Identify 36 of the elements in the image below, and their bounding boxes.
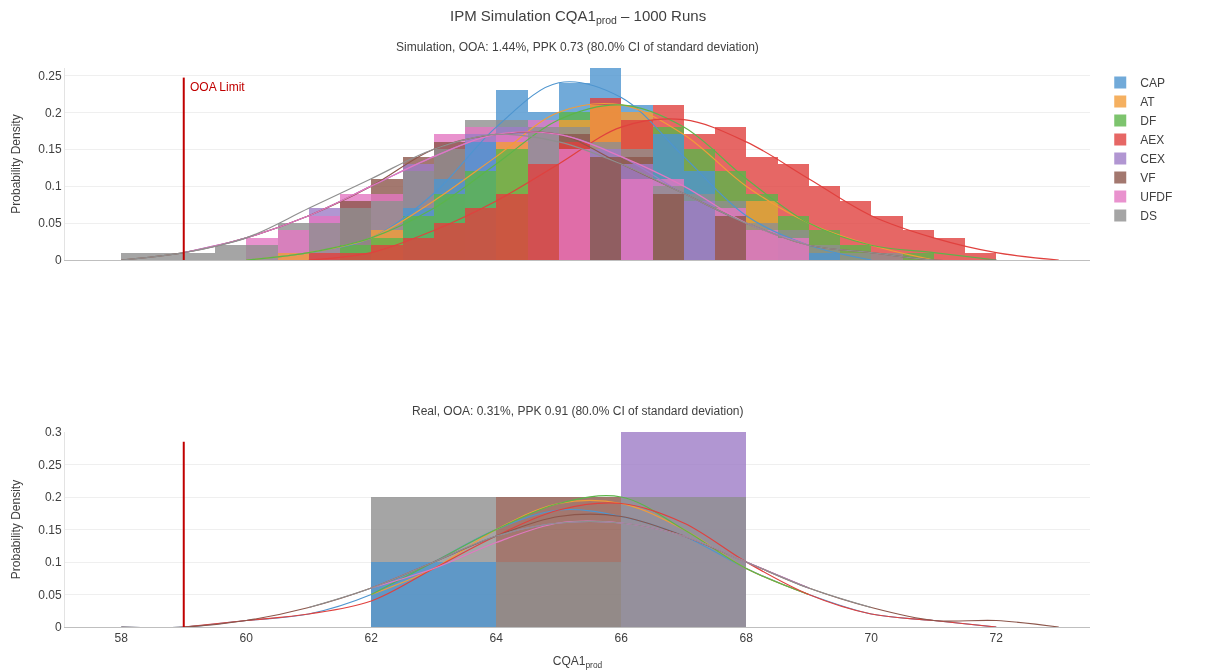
chart-title: Real, OOA: 0.31%, PPK 0.91 (80.0% CI of standard deviation) — [412, 404, 744, 418]
legend-label: AEX — [1140, 133, 1165, 148]
x-tick-label: 64 — [489, 631, 504, 646]
legend-label: UFDF — [1140, 190, 1173, 205]
chart-title: IPM Simulation CQA1$_{prod}$ – 1000 Runs — [450, 7, 707, 27]
legend-label: VF — [1140, 171, 1156, 186]
y-tick-label: 0.1 — [44, 179, 62, 194]
y-tick-label: 0.2 — [44, 105, 62, 120]
y-tick-label: 0.3 — [44, 425, 62, 440]
legend-label: CAP — [1140, 76, 1165, 91]
y-tick-label: 0.05 — [38, 587, 62, 602]
x-tick-label: 62 — [364, 631, 379, 646]
y-tick-label: 0.15 — [38, 142, 62, 157]
legend-label: CEX — [1140, 152, 1165, 167]
y-tick-label: 0 — [54, 620, 62, 635]
x-tick-label: 68 — [739, 631, 754, 646]
y-tick-label: 0.25 — [38, 457, 62, 472]
y-tick-label: 0.25 — [38, 68, 62, 83]
x-tick-label: 60 — [239, 631, 254, 646]
y-axis-title: Probability Density — [8, 479, 23, 580]
y-axis-title: Probability Density — [8, 114, 23, 214]
y-tick-label: 0.2 — [44, 490, 62, 505]
y-tick-label: 0 — [54, 253, 62, 268]
ref-line-label: OOA Limit — [190, 80, 246, 94]
legend-label: AT — [1140, 95, 1156, 110]
chart-subtitle: Simulation, OOA: 1.44%, PPK 0.73 (80.0% CI of standard deviation) — [396, 40, 759, 54]
x-tick-label: 72 — [989, 631, 1004, 646]
y-tick-label: 0.15 — [38, 522, 62, 537]
x-tick-label: 66 — [614, 631, 629, 646]
legend-label: DS — [1140, 209, 1157, 224]
x-axis-title: CQA1$_{prod}$ — [552, 654, 603, 670]
x-tick-label: 58 — [114, 631, 129, 646]
x-tick-label: 70 — [864, 631, 879, 646]
y-tick-label: 0.05 — [38, 216, 62, 231]
y-tick-label: 0.1 — [44, 555, 62, 570]
legend-label: DF — [1140, 114, 1157, 129]
